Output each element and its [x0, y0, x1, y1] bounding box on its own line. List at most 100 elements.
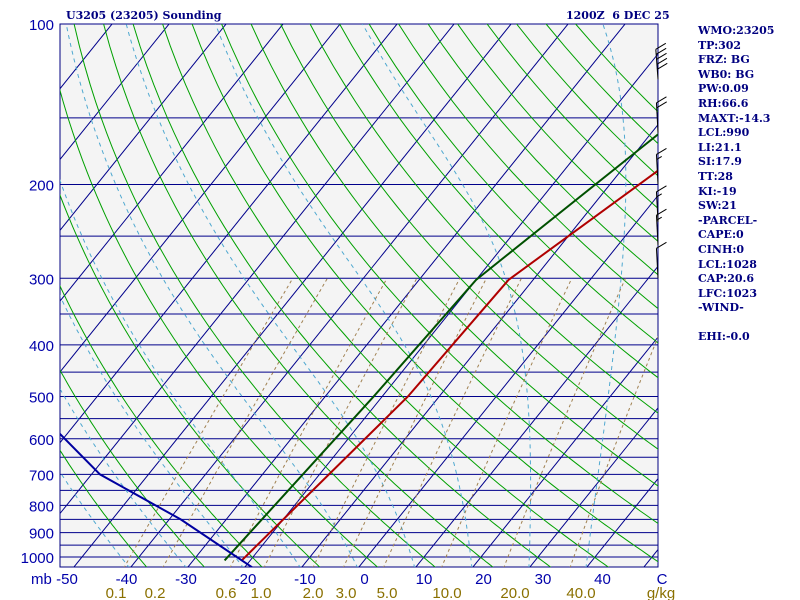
index-line: LCL:990 — [698, 126, 750, 140]
pressure-tick-label: 700 — [29, 467, 54, 484]
valid-time: 1200Z 6 DEC 25 — [566, 9, 670, 22]
dewpoint-line — [223, 133, 658, 562]
dry-adiabat-line — [250, 24, 658, 487]
wind-barb-flag — [656, 241, 667, 249]
temperature-tick-label: 40 — [594, 571, 611, 588]
wind-barb — [655, 42, 668, 80]
index-line: CINH:0 — [698, 242, 745, 256]
dry-adiabat-line — [191, 24, 658, 563]
dry-adiabat-line — [60, 369, 205, 567]
mixing-ratio-line — [312, 278, 461, 567]
station-title: U3205 (23205) Sounding — [66, 9, 222, 22]
index-line: LI:21.1 — [698, 140, 742, 154]
dry-adiabat-line — [132, 24, 552, 567]
pressure-tick-label: 600 — [29, 432, 54, 449]
isotherm-line — [358, 194, 658, 567]
mixing-ratio-tick-label: 20.0 — [500, 585, 529, 600]
mixing-ratio-line — [383, 278, 522, 567]
index-line — [698, 316, 774, 331]
index-line: SI:17.9 — [698, 155, 742, 169]
grid-lines — [0, 0, 658, 579]
wind-barb — [655, 208, 667, 246]
mixing-ratio-line — [503, 278, 626, 567]
temperature-tick-label: -30 — [175, 571, 197, 588]
pressure-tick-label: 800 — [29, 498, 54, 515]
moist-adiabat-line — [60, 387, 187, 567]
mixing-ratio-line — [342, 278, 487, 567]
isotherm-line — [0, 0, 18, 579]
mixing-ratio-line — [162, 278, 328, 567]
isotherm-line — [301, 123, 658, 567]
mixing-ratio-tick-label: 2.0 — [303, 585, 324, 600]
mixing-ratio-tick-label: 40.0 — [566, 585, 595, 600]
index-line: WB0: BG — [698, 67, 755, 81]
index-line: -PARCEL- — [698, 213, 758, 227]
mixing-ratio-tick-label: 1.0 — [251, 585, 272, 600]
index-line: FRZ: BG — [698, 53, 750, 67]
index-line: RH:66.6 — [698, 96, 749, 110]
isotherm-line — [472, 336, 658, 567]
wind-barb-flag — [656, 185, 667, 193]
wind-barb-flag — [656, 208, 667, 216]
isotherm-line — [586, 477, 658, 567]
pressure-tick-label: 900 — [29, 526, 54, 543]
wind-barb-flag — [656, 148, 667, 155]
dry-adiabat-line — [280, 24, 658, 450]
pressure-tick-label: 300 — [29, 271, 54, 288]
index-line: EHI:-0.0 — [698, 330, 750, 344]
wind-barb — [655, 148, 667, 185]
mixing-ratio-line — [123, 278, 294, 567]
isotherm-line — [187, 24, 626, 567]
dry-adiabat-line — [398, 24, 658, 310]
temperature-tick-label: -50 — [56, 571, 78, 588]
dry-adiabat-line — [309, 24, 658, 414]
temperature-tick-label: -40 — [116, 571, 138, 588]
isotherm-line — [60, 24, 398, 444]
moist-adiabat-line — [65, 24, 358, 567]
wind-barb-flag — [656, 101, 667, 109]
mixing-ratio-line — [229, 278, 388, 567]
moist-adiabat-line — [362, 24, 532, 567]
wind-barb — [655, 96, 667, 133]
wind-barb-flag — [656, 57, 668, 65]
isotherm-line — [60, 24, 284, 302]
isotherm-line — [60, 24, 455, 515]
pressure-tick-label: 200 — [29, 177, 54, 194]
mixing-ratio-line — [569, 335, 658, 567]
mixing-ratio-line — [263, 278, 418, 567]
index-line: MAXT:-14.3 — [698, 111, 771, 125]
index-line: -WIND- — [698, 301, 744, 315]
index-line: CAPE:0 — [698, 228, 744, 242]
index-line: TT:28 — [698, 169, 733, 183]
mixing-ratio-tick-label: 0.2 — [145, 585, 166, 600]
parcel-line — [60, 432, 254, 567]
temperature-tick-label: -10 — [294, 571, 316, 588]
wind-barb-half-flag — [656, 156, 662, 160]
temperature-tick-label: 20 — [475, 571, 492, 588]
moist-adiabat-line — [125, 24, 416, 567]
pressure-tick-label: 400 — [29, 338, 54, 355]
dry-adiabat-line — [60, 449, 148, 567]
wind-barb-flag — [655, 42, 667, 50]
dry-adiabat-line — [368, 24, 658, 344]
index-line: LFC:1023 — [698, 286, 757, 300]
mixing-ratio-line — [441, 278, 573, 567]
wind-barbs — [655, 42, 668, 279]
dry-adiabat-line — [221, 24, 658, 525]
sounding-indices-panel: WMO:23205 TP:302 FRZ: BG WB0: BG PW:0.09 RH:6… — [698, 24, 774, 345]
temperature-tick-label: 10 — [416, 571, 433, 588]
isotherm-line — [60, 24, 227, 232]
temperature-tick-label: 30 — [535, 571, 552, 588]
pressure-unit-label: mb — [31, 571, 52, 588]
wind-barb-flag — [657, 62, 668, 70]
dry-adiabat-line — [339, 24, 658, 379]
wind-barb-flag — [656, 52, 667, 60]
mixing-ratio-tick-label: 5.0 — [377, 585, 398, 600]
moist-adiabat-line — [60, 294, 244, 567]
mixing-ratio-tick-label: 3.0 — [336, 585, 357, 600]
dry-adiabat-line — [162, 24, 610, 567]
dry-adiabat-line — [103, 24, 494, 567]
index-line: TP:302 — [698, 38, 742, 52]
